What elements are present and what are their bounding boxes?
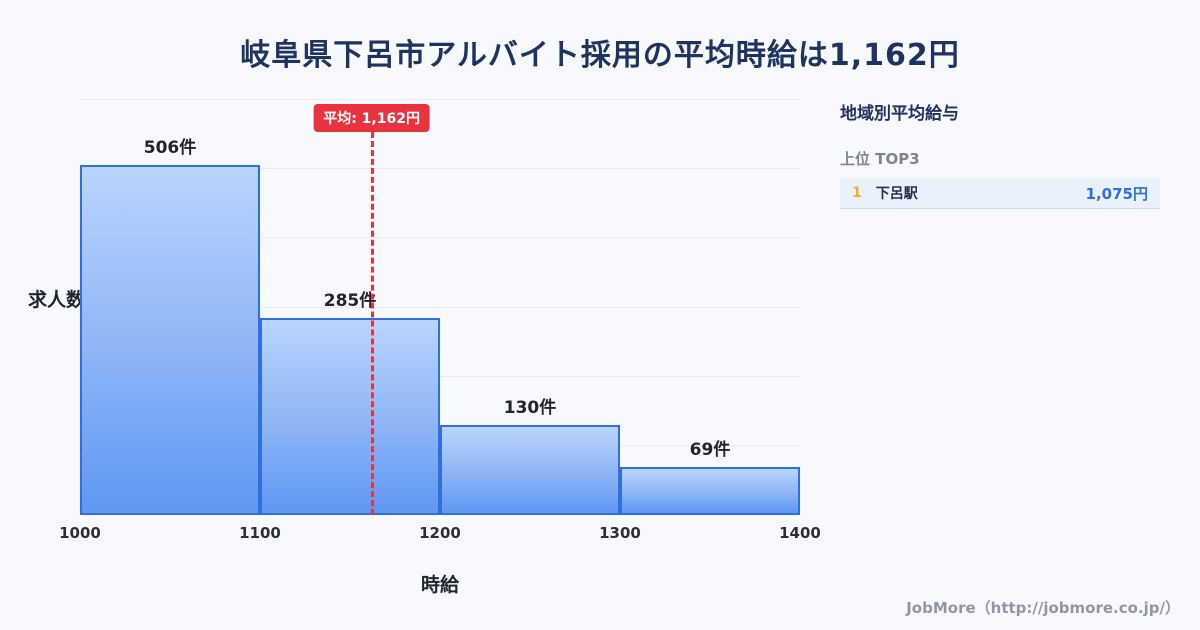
- bar-slot: 506件: [80, 100, 260, 515]
- bar-value-label: 69件: [689, 440, 731, 461]
- plot-area: 506件 285件 130件 69件 平均: 1,162円: [80, 99, 800, 515]
- x-axis-label: 時給: [420, 574, 459, 596]
- bar-value-label: 130件: [503, 398, 557, 419]
- histogram-bar: [80, 165, 260, 515]
- footer-credit: JobMore（http://jobmore.co.jp/）: [906, 599, 1180, 617]
- sidebar-subheading: 上位 TOP3: [840, 150, 920, 168]
- x-tick: 1300: [599, 524, 641, 542]
- bar-slot: 285件: [260, 100, 440, 515]
- mean-line: [370, 132, 374, 515]
- x-tick: 1000: [59, 524, 101, 542]
- bar-value-label: 506件: [143, 138, 197, 159]
- gridline: [80, 237, 800, 239]
- station-name: 下呂駅: [875, 186, 918, 202]
- histogram-bar: [440, 425, 620, 515]
- rank-number: 1: [852, 185, 862, 201]
- gridline: [80, 168, 800, 170]
- mean-badge: 平均: 1,162円: [313, 104, 430, 132]
- bar-slot: 130件: [440, 100, 620, 515]
- gridline: [80, 306, 800, 308]
- histogram-bar: [260, 317, 440, 515]
- histogram-bar: [620, 467, 800, 515]
- ranking-row: 1 下呂駅 1,075円: [840, 178, 1160, 209]
- x-tick: 1100: [239, 524, 281, 542]
- wage-value: 1,075円: [1085, 184, 1148, 203]
- gridline: [80, 99, 800, 100]
- bar-slot: 69件: [620, 100, 800, 515]
- gridline: [80, 375, 800, 377]
- y-axis-label: 求人数: [28, 289, 86, 311]
- bars-layer: 506件 285件 130件 69件: [80, 100, 800, 515]
- sidebar-heading: 地域別平均給与: [840, 104, 959, 124]
- x-tick: 1400: [779, 524, 821, 542]
- page-title: 岐阜県下呂市アルバイト採用の平均時給は1,162円: [240, 38, 960, 73]
- bar-value-label: 285件: [323, 290, 377, 311]
- x-axis-ticks: 1000 1100 1200 1300 1400: [59, 524, 821, 544]
- x-tick: 1200: [419, 524, 461, 542]
